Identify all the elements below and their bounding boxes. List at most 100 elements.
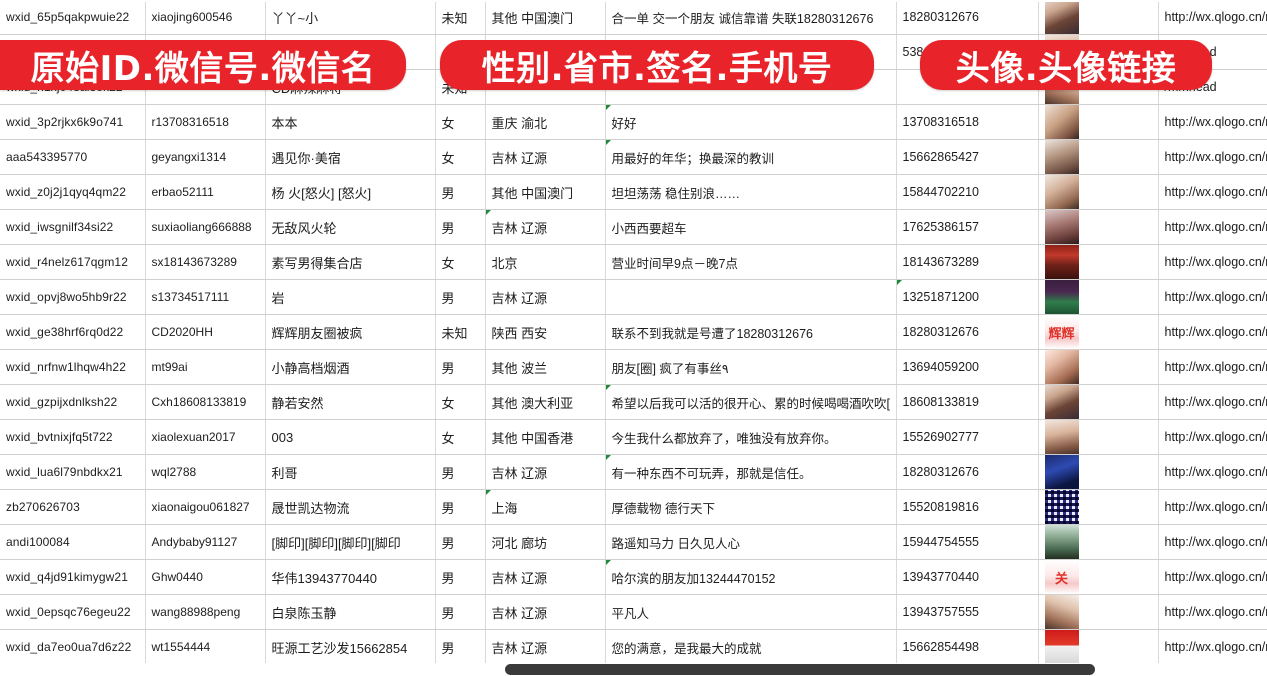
cell-wechat-id[interactable]: xiaojing600546 [145,0,266,35]
cell-phone[interactable]: 18280312676 [896,0,1039,35]
table-row[interactable]: wxid_bvtnixjfq5t722 xiaolexuan2017 003 女其他 … [0,419,1267,455]
cell-gender[interactable]: 女 [435,244,486,280]
cell-origin-id[interactable]: wxid_gzpijxdnlksh22 [0,384,146,420]
cell-origin-id[interactable]: andi100084 [0,524,146,560]
cell-province-city[interactable]: 吉林 辽源 [485,594,606,630]
table-row[interactable]: andi100084 Andybaby91127 [脚印][脚印][脚印][脚印男河… [0,524,1267,560]
table-row[interactable]: wxid_3p2rjkx6k9o741 r13708316518 本本女重庆 渝北好… [0,104,1267,140]
cell-origin-id[interactable]: wxid_65p5qakpwuie22 [0,0,146,35]
cell-phone[interactable]: 15944754555 [896,524,1039,560]
cell-wechat-name[interactable]: 辉辉朋友圈被疯 [265,314,436,350]
cell-signature[interactable]: 哈尔滨的朋友加13244470152 [605,559,897,595]
cell-avatar-url[interactable]: http://wx.qlogo.cn/mmhead [1158,559,1267,595]
cell-phone[interactable]: 17625386157 [896,209,1039,245]
cell-avatar-url[interactable]: http://wx.qlogo.cn/mmhead [1158,489,1267,525]
cell-gender[interactable]: 男 [435,209,486,245]
cell-avatar[interactable] [1038,629,1159,665]
cell-signature[interactable]: 朋友[圈] 疯了有事丝۹ [605,349,897,385]
cell-wechat-id[interactable]: sx18143673289 [145,244,266,280]
cell-wechat-id[interactable]: r13708316518 [145,104,266,140]
cell-wechat-id[interactable]: s13734517111 [145,279,266,315]
cell-gender[interactable]: 女 [435,104,486,140]
cell-province-city[interactable]: 吉林 辽源 [485,139,606,175]
table-row[interactable]: wxid_nrfnw1lhqw4h22 mt99ai 小静高档烟酒男其他 波兰 朋友[… [0,349,1267,385]
table-row[interactable]: zb270626703 xiaonaigou061827 晟世凯达物流男上海 厚德载物… [0,489,1267,525]
table-row[interactable]: wxid_lua6l79nbdkx21 wql2788 利哥男吉林 辽源 有一种东西不… [0,454,1267,490]
cell-gender[interactable]: 男 [435,349,486,385]
cell-gender[interactable]: 男 [435,174,486,210]
cell-wechat-name[interactable]: 遇见你·美宿 [265,139,436,175]
cell-wechat-id[interactable]: CD2020HH [145,314,266,350]
cell-phone[interactable]: 18143673289 [896,244,1039,280]
cell-avatar[interactable] [1038,174,1159,210]
cell-phone[interactable]: 18280312676 [896,454,1039,490]
cell-province-city[interactable]: 陕西 西安 [485,314,606,350]
cell-province-city[interactable]: 其他 中国澳门 [485,0,606,35]
cell-signature[interactable]: 路遥知马力 日久见人心 [605,524,897,560]
cell-origin-id[interactable]: wxid_q4jd91kimygw21 [0,559,146,595]
cell-wechat-name[interactable]: 丫丫~小 [265,0,436,35]
cell-avatar-url[interactable]: http://wx.qlogo.cn/mmhead [1158,454,1267,490]
cell-signature[interactable]: 小西西要超车 [605,209,897,245]
cell-avatar[interactable] [1038,279,1159,315]
cell-avatar-url[interactable]: http://wx.qlogo.cn/mmhead [1158,209,1267,245]
cell-wechat-id[interactable]: geyangxi1314 [145,139,266,175]
cell-origin-id[interactable]: wxid_ge38hrf6rq0d22 [0,314,146,350]
table-row[interactable]: aaa543395770 geyangxi1314 遇见你·美宿女吉林 辽源 用最好的… [0,139,1267,175]
cell-signature[interactable]: 联系不到我就是号遭了18280312676 [605,314,897,350]
table-row[interactable]: wxid_da7eo0ua7d6z22 wt1554444 旺源工艺沙发156628… [0,629,1267,665]
cell-province-city[interactable]: 河北 廊坊 [485,524,606,560]
cell-avatar-url[interactable]: http://wx.qlogo.cn/mmhead [1158,349,1267,385]
cell-avatar[interactable] [1038,419,1159,455]
table-row[interactable]: wxid_z0j2j1qyq4qm22 erbao52111 杨 火[怒火] [怒火… [0,174,1267,210]
cell-gender[interactable]: 未知 [435,0,486,35]
table-row[interactable]: wxid_gzpijxdnlksh22 Cxh18608133819 静若安然女其他… [0,384,1267,420]
cell-avatar[interactable] [1038,349,1159,385]
cell-province-city[interactable]: 重庆 渝北 [485,104,606,140]
cell-gender[interactable]: 男 [435,524,486,560]
cell-signature[interactable]: 您的满意，是我最大的成就 [605,629,897,665]
cell-avatar[interactable] [1038,594,1159,630]
cell-avatar[interactable] [1038,0,1159,35]
cell-origin-id[interactable]: zb270626703 [0,489,146,525]
cell-phone[interactable]: 13251871200 [896,279,1039,315]
cell-wechat-name[interactable]: 素写男得集合店 [265,244,436,280]
cell-wechat-name[interactable]: 无敌风火轮 [265,209,436,245]
cell-wechat-id[interactable]: Ghw0440 [145,559,266,595]
cell-gender[interactable]: 未知 [435,314,486,350]
cell-wechat-name[interactable]: 小静高档烟酒 [265,349,436,385]
cell-province-city[interactable]: 其他 澳大利亚 [485,384,606,420]
cell-phone[interactable]: 13943770440 [896,559,1039,595]
cell-wechat-id[interactable]: wang88988peng [145,594,266,630]
cell-wechat-id[interactable]: wql2788 [145,454,266,490]
cell-origin-id[interactable]: wxid_iwsgnilf34si22 [0,209,146,245]
cell-phone[interactable]: 15662865427 [896,139,1039,175]
cell-province-city[interactable]: 吉林 辽源 [485,629,606,665]
cell-wechat-name[interactable]: 白泉陈玉静 [265,594,436,630]
cell-avatar-url[interactable]: http://wx.qlogo.cn/mmhead [1158,629,1267,665]
cell-wechat-name[interactable]: 003 [265,419,436,455]
cell-province-city[interactable]: 吉林 辽源 [485,279,606,315]
cell-phone[interactable]: 13694059200 [896,349,1039,385]
cell-province-city[interactable]: 上海 [485,489,606,525]
cell-gender[interactable]: 男 [435,559,486,595]
cell-origin-id[interactable]: wxid_z0j2j1qyq4qm22 [0,174,146,210]
cell-origin-id[interactable]: wxid_da7eo0ua7d6z22 [0,629,146,665]
cell-signature[interactable]: 用最好的年华；换最深的教训 [605,139,897,175]
cell-avatar-url[interactable]: http://wx.qlogo.cn/mmhead [1158,524,1267,560]
cell-gender[interactable]: 男 [435,489,486,525]
cell-avatar-url[interactable]: http://wx.qlogo.cn/mmhead [1158,279,1267,315]
cell-gender[interactable]: 男 [435,454,486,490]
cell-origin-id[interactable]: wxid_opvj8wo5hb9r22 [0,279,146,315]
cell-avatar[interactable] [1038,139,1159,175]
cell-origin-id[interactable]: wxid_r4nelz617qgm12 [0,244,146,280]
cell-avatar-url[interactable]: http://wx.qlogo.cn/mmhead [1158,139,1267,175]
cell-wechat-name[interactable]: [脚印][脚印][脚印][脚印 [265,524,436,560]
cell-wechat-name[interactable]: 晟世凯达物流 [265,489,436,525]
cell-avatar-url[interactable]: http://wx.qlogo.cn/mmhead [1158,244,1267,280]
cell-wechat-id[interactable]: mt99ai [145,349,266,385]
cell-avatar-url[interactable]: http://wx.qlogo.cn/mmhead [1158,384,1267,420]
cell-signature[interactable] [605,279,897,315]
